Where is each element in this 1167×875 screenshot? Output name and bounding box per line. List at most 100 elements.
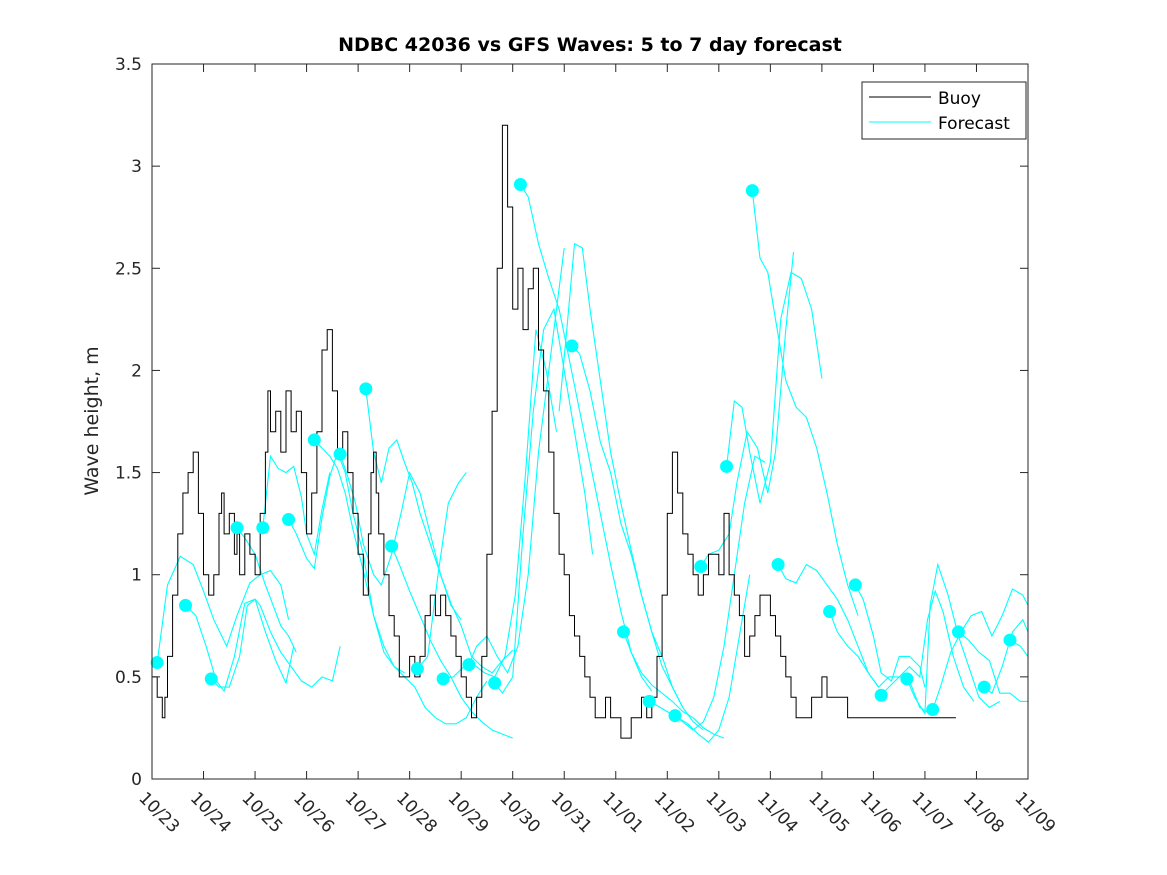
forecast-line: [906, 562, 1000, 716]
x-tick-label: 10/30: [495, 788, 544, 837]
forecast-start-marker: [513, 178, 527, 192]
forecast-line: [262, 454, 331, 557]
forecast-start-marker: [150, 656, 164, 670]
forecast-line: [365, 388, 514, 674]
x-tick-label: 11/07: [907, 788, 956, 837]
forecast-start-marker: [771, 558, 785, 571]
buoy-series: [152, 124, 956, 739]
forecast-line: [156, 555, 290, 663]
x-tick-label: 11/02: [650, 788, 699, 837]
y-tick-label: 1: [131, 566, 142, 586]
plot-area: [150, 64, 1029, 779]
x-tick-label: 10/31: [547, 788, 596, 837]
x-tick-label: 11/08: [959, 788, 1008, 837]
forecast-start-marker: [178, 598, 192, 612]
x-tick-label: 10/26: [289, 788, 338, 837]
forecast-line: [932, 588, 1029, 710]
x-tick-label: 10/25: [238, 788, 287, 837]
x-tick-label: 11/09: [1010, 788, 1059, 837]
forecast-line: [185, 598, 295, 693]
forecast-start-marker: [462, 658, 476, 672]
y-tick-label: 3: [131, 157, 142, 177]
legend-buoy-label: Buoy: [938, 89, 981, 109]
forecast-start-marker: [282, 513, 296, 527]
forecast-line: [442, 329, 558, 680]
forecast-start-marker: [256, 521, 270, 535]
y-tick-label: 2.5: [115, 259, 142, 279]
forecast-start-marker: [204, 672, 218, 686]
legend-box: [861, 81, 1027, 140]
forecast-line: [829, 611, 931, 715]
y-tick-label: 1.5: [115, 464, 142, 484]
forecast-start-marker: [436, 672, 450, 686]
forecast-line: [519, 184, 653, 692]
x-tick-label: 10/27: [341, 788, 390, 837]
forecast-line: [494, 307, 594, 695]
y-tick-label: 0.5: [115, 668, 142, 688]
forecast-start-marker: [694, 560, 708, 574]
plot-background: [152, 64, 1028, 779]
forecast-start-marker: [848, 578, 862, 592]
forecast-start-marker: [410, 662, 424, 676]
forecast-start-marker: [668, 709, 682, 723]
forecast-start-marker: [616, 625, 630, 639]
forecast-start-marker: [977, 680, 991, 694]
x-tick-label: 11/03: [701, 788, 750, 837]
y-axis-label: Wave height, m: [81, 346, 103, 495]
forecast-start-marker: [488, 676, 502, 690]
forecast-start-marker: [359, 382, 373, 396]
x-tick-label: 10/28: [392, 788, 441, 837]
y-tick-label: 0: [131, 770, 142, 790]
forecast-line: [649, 574, 751, 743]
forecast-line: [751, 190, 859, 616]
x-tick-label: 11/06: [856, 788, 905, 837]
y-tick-label: 3.5: [115, 55, 142, 75]
forecast-start-marker: [951, 625, 965, 639]
forecast-line: [313, 439, 488, 725]
x-tick-label: 11/01: [598, 788, 647, 837]
forecast-line: [674, 455, 766, 731]
axes-box: [151, 63, 1029, 780]
forecast-line: [236, 527, 297, 653]
x-tick-label: 10/29: [444, 788, 493, 837]
forecast-line: [726, 271, 823, 504]
forecast-start-marker: [230, 521, 244, 535]
forecast-start-marker: [926, 703, 940, 717]
forecast-start-marker: [720, 459, 734, 473]
legend: Buoy Forecast: [861, 81, 1027, 140]
forecast-line: [210, 598, 341, 688]
forecast-start-marker: [307, 433, 321, 447]
forecast-line: [983, 618, 1029, 695]
x-tick-label: 10/24: [186, 788, 235, 837]
forecast-line: [416, 472, 467, 670]
y-axis: 0 0.5 1 1.5 2 2.5 3 3.5: [115, 55, 1028, 790]
forecast-start-marker: [333, 447, 347, 461]
forecast-start-marker: [745, 184, 759, 198]
forecast-line: [558, 242, 684, 708]
forecast-line: [288, 450, 405, 674]
x-tick-label: 11/04: [753, 788, 802, 837]
forecast-line: [622, 631, 725, 739]
x-tick-label: 11/05: [804, 788, 853, 837]
forecast-start-marker: [823, 604, 837, 618]
forecast-start-markers: [150, 178, 1017, 723]
chart-title: NDBC 42036 vs GFS Waves: 5 to 7 day fore…: [338, 34, 842, 56]
x-tick-label: 10/23: [134, 788, 183, 837]
forecast-start-marker: [1003, 633, 1017, 647]
forecast-line: [958, 631, 1028, 702]
forecast-series: [156, 184, 1029, 743]
forecast-line: [700, 251, 795, 567]
forecast-line: [468, 247, 565, 675]
forecast-start-marker: [900, 672, 914, 686]
forecast-start-marker: [874, 688, 888, 702]
forecast-line: [880, 589, 975, 702]
forecast-start-marker: [385, 539, 399, 553]
forecast-start-marker: [642, 694, 656, 708]
y-tick-label: 2: [131, 361, 142, 381]
buoy-line: [152, 124, 956, 739]
forecast-line: [571, 345, 704, 731]
legend-forecast-label: Forecast: [938, 114, 1010, 134]
forecast-line: [777, 563, 880, 688]
forecast-start-marker: [565, 339, 579, 353]
